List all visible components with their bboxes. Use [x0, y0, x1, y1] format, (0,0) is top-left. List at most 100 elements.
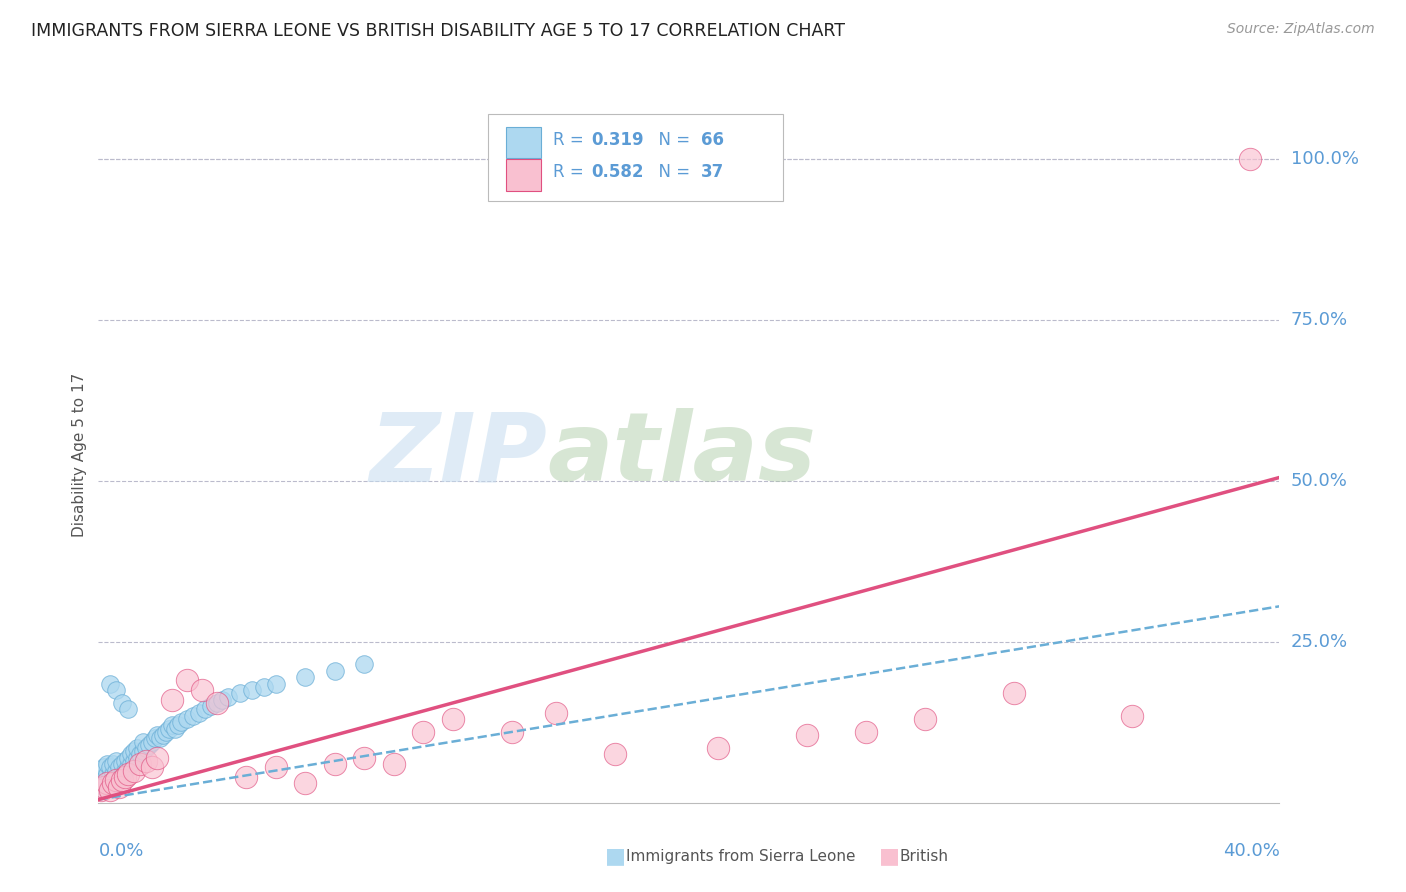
Point	[93, 780, 115, 794]
Point	[176, 712, 198, 726]
Point	[217, 690, 239, 704]
Point	[1121, 708, 1143, 723]
Text: Source: ZipAtlas.com: Source: ZipAtlas.com	[1227, 22, 1375, 37]
Text: atlas: atlas	[547, 409, 817, 501]
Text: 0.319: 0.319	[591, 131, 644, 149]
Point	[98, 783, 121, 797]
Point	[108, 760, 131, 774]
Point	[114, 754, 136, 768]
Point	[323, 664, 346, 678]
Point	[125, 741, 148, 756]
Point	[138, 738, 160, 752]
Point	[294, 776, 316, 790]
Point	[108, 780, 131, 794]
Text: N =: N =	[648, 162, 695, 181]
Bar	[506, 127, 541, 158]
Point	[105, 773, 128, 788]
Point	[120, 747, 142, 762]
Text: 0.582: 0.582	[591, 162, 644, 181]
Point	[103, 757, 125, 772]
Point	[105, 754, 128, 768]
Point	[382, 757, 405, 772]
Point	[98, 780, 121, 794]
Point	[165, 722, 187, 736]
Point	[294, 670, 316, 684]
Text: 37: 37	[700, 162, 724, 181]
Text: 40.0%: 40.0%	[1223, 842, 1279, 860]
Point	[135, 741, 157, 756]
Point	[128, 757, 150, 772]
Point	[114, 770, 136, 784]
Point	[90, 783, 112, 797]
Text: Immigrants from Sierra Leone: Immigrants from Sierra Leone	[626, 849, 855, 863]
Point	[141, 734, 163, 748]
Point	[111, 696, 134, 710]
Point	[353, 750, 375, 764]
Point	[103, 776, 125, 790]
Point	[141, 760, 163, 774]
Point	[117, 760, 139, 774]
Point	[170, 715, 193, 730]
Point	[143, 731, 166, 746]
Point	[117, 702, 139, 716]
Point	[122, 764, 145, 778]
Point	[194, 702, 217, 716]
Point	[152, 728, 174, 742]
Point	[120, 757, 142, 772]
Point	[200, 699, 222, 714]
FancyBboxPatch shape	[488, 114, 783, 201]
Text: R =: R =	[553, 131, 589, 149]
Point	[93, 760, 115, 774]
Point	[108, 770, 131, 784]
Point	[111, 757, 134, 772]
Text: British: British	[900, 849, 949, 863]
Point	[93, 770, 115, 784]
Point	[167, 718, 190, 732]
Point	[98, 760, 121, 774]
Point	[544, 706, 567, 720]
Point	[103, 766, 125, 781]
Point	[412, 725, 434, 739]
Point	[264, 760, 287, 774]
Point	[135, 754, 157, 768]
Text: ■: ■	[605, 847, 626, 866]
Point	[93, 780, 115, 794]
Point	[914, 712, 936, 726]
Point	[441, 712, 464, 726]
Point	[146, 728, 169, 742]
Text: R =: R =	[553, 162, 589, 181]
Point	[235, 770, 257, 784]
Text: IMMIGRANTS FROM SIERRA LEONE VS BRITISH DISABILITY AGE 5 TO 17 CORRELATION CHART: IMMIGRANTS FROM SIERRA LEONE VS BRITISH …	[31, 22, 845, 40]
Point	[1239, 152, 1261, 166]
Point	[96, 766, 118, 781]
Point	[132, 734, 155, 748]
Point	[117, 750, 139, 764]
Point	[157, 722, 180, 736]
Point	[253, 680, 276, 694]
Text: ZIP: ZIP	[370, 409, 547, 501]
Text: 25.0%: 25.0%	[1291, 632, 1348, 651]
Point	[103, 776, 125, 790]
Point	[146, 750, 169, 764]
Bar	[506, 159, 541, 191]
Point	[229, 686, 252, 700]
Text: 0.0%: 0.0%	[98, 842, 143, 860]
Y-axis label: Disability Age 5 to 17: Disability Age 5 to 17	[72, 373, 87, 537]
Point	[90, 773, 112, 788]
Point	[105, 683, 128, 698]
Point	[96, 757, 118, 772]
Point	[105, 773, 128, 788]
Point	[240, 683, 263, 698]
Point	[707, 741, 730, 756]
Text: 100.0%: 100.0%	[1291, 150, 1358, 168]
Text: 75.0%: 75.0%	[1291, 310, 1348, 328]
Point	[1002, 686, 1025, 700]
Point	[205, 696, 228, 710]
Text: 66: 66	[700, 131, 724, 149]
Point	[155, 725, 177, 739]
Point	[96, 776, 118, 790]
Point	[605, 747, 627, 762]
Point	[176, 673, 198, 688]
Point	[162, 718, 183, 732]
Point	[96, 776, 118, 790]
